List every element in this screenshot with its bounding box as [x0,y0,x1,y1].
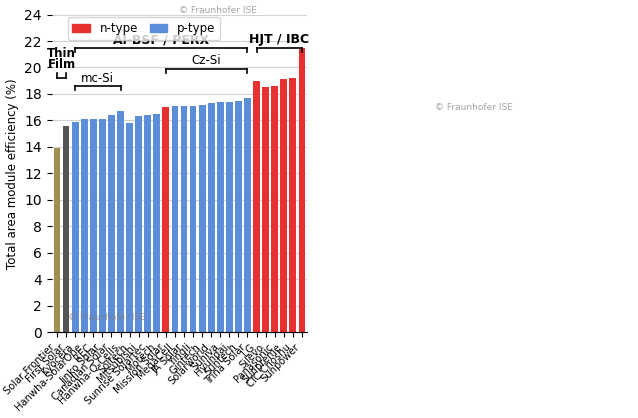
Bar [90,119,97,332]
Y-axis label: Total area module efficiency (%): Total area module efficiency (%) [6,78,19,269]
Text: HJT / IBC: HJT / IBC [249,33,309,46]
Bar [81,119,87,332]
Bar [262,87,269,332]
Bar [172,106,179,332]
Text: mc-Si: mc-Si [81,71,114,85]
Bar [271,86,278,332]
Legend: n-type, p-type: n-type, p-type [68,17,220,40]
Text: Cz-Si: Cz-Si [192,54,221,67]
Text: © Fraunhofer ISE: © Fraunhofer ISE [68,313,146,322]
Text: © Fraunhofer ISE: © Fraunhofer ISE [435,103,513,112]
Bar [54,148,61,332]
Text: Film: Film [47,59,76,71]
Bar [108,115,115,332]
Bar [226,102,233,332]
Bar [198,104,205,332]
Bar [163,107,169,332]
Bar [189,106,197,332]
Bar [208,103,214,332]
Bar [144,115,151,332]
Bar [135,117,142,332]
Bar [253,81,260,332]
Bar [153,114,160,332]
Bar [235,101,242,332]
Text: Thin: Thin [47,46,76,59]
Bar [71,122,78,332]
Bar [99,119,106,332]
Text: Al-BSF / PERX: Al-BSF / PERX [114,33,209,46]
Bar [299,48,306,332]
Bar [290,78,296,332]
Bar [217,102,224,332]
Bar [244,98,251,332]
Bar [117,111,124,332]
Bar [280,79,287,332]
Text: © Fraunhofer ISE: © Fraunhofer ISE [179,5,257,15]
Bar [126,123,133,332]
Bar [63,126,70,332]
Bar [181,106,188,332]
